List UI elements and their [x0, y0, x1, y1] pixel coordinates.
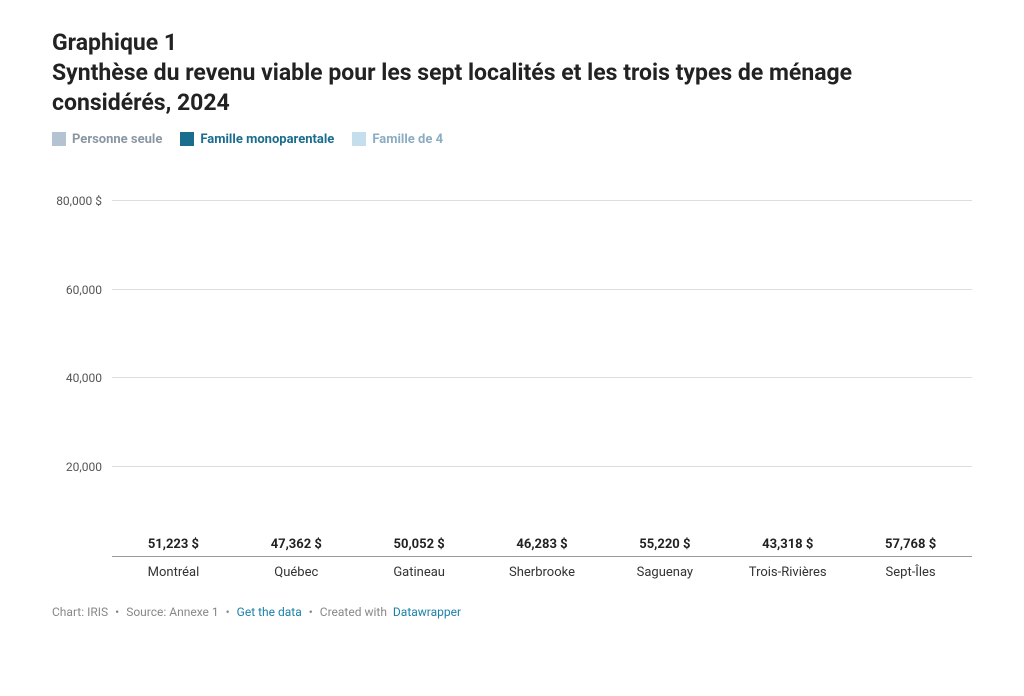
- legend-item: Personne seule: [52, 132, 162, 147]
- footer-sep: •: [115, 605, 119, 619]
- plot-area: 51,223 $ 47,362 $ 50,052 $ 46,283 $ 55,220 $…: [112, 157, 972, 557]
- footer-chart: Chart: IRIS: [52, 605, 108, 619]
- bar-value-label: 55,220 $: [639, 537, 690, 552]
- x-axis-label: Trois-Rivières: [726, 557, 849, 587]
- legend-label: Personne seule: [72, 132, 162, 147]
- legend-swatch: [180, 132, 194, 146]
- footer-source: Source: Annexe 1: [126, 605, 218, 619]
- x-axis-label: Montréal: [112, 557, 235, 587]
- y-axis-label: 20,000: [66, 460, 112, 474]
- footer-sep: •: [309, 605, 313, 619]
- gridline: 60,000: [112, 289, 972, 290]
- x-axis-label: Saguenay: [603, 557, 726, 587]
- x-axis-label: Sept-Îles: [849, 557, 972, 587]
- gridline: 20,000: [112, 466, 972, 467]
- footer-sep: •: [226, 605, 230, 619]
- chart-title: Graphique 1 Synthèse du revenu viable po…: [52, 28, 972, 118]
- chart: 51,223 $ 47,362 $ 50,052 $ 46,283 $ 55,220 $…: [112, 157, 972, 587]
- get-data-link[interactable]: Get the data: [237, 605, 302, 619]
- y-axis-label: 80,000 $: [56, 194, 112, 208]
- datawrapper-link[interactable]: Datawrapper: [393, 605, 461, 619]
- x-axis-label: Québec: [235, 557, 358, 587]
- x-axis-label: Gatineau: [358, 557, 481, 587]
- legend-label: Famille de 4: [372, 132, 443, 147]
- bar-value-label: 51,223 $: [148, 537, 199, 552]
- bar-groups: 51,223 $ 47,362 $ 50,052 $ 46,283 $ 55,220 $…: [112, 157, 972, 556]
- footer-created-with: Created with: [320, 605, 387, 619]
- bar-value-label: 57,768 $: [885, 537, 936, 552]
- legend-swatch: [352, 132, 366, 146]
- bar-value-label: 46,283 $: [516, 537, 567, 552]
- x-axis-label: Sherbrooke: [481, 557, 604, 587]
- bar-value-label: 50,052 $: [394, 537, 445, 552]
- bar-value-label: 43,318 $: [762, 537, 813, 552]
- bar-value-label: 47,362 $: [271, 537, 322, 552]
- legend-item: Famille monoparentale: [180, 132, 334, 147]
- legend-swatch: [52, 132, 66, 146]
- gridline: 80,000 $: [112, 200, 972, 201]
- legend-label: Famille monoparentale: [200, 132, 334, 147]
- legend: Personne seule Famille monoparentale Fam…: [52, 132, 972, 147]
- legend-item: Famille de 4: [352, 132, 443, 147]
- chart-footer: Chart: IRIS • Source: Annexe 1 • Get the…: [52, 605, 972, 619]
- gridline: 40,000: [112, 377, 972, 378]
- x-axis-labels: MontréalQuébecGatineauSherbrookeSaguenay…: [112, 557, 972, 587]
- y-axis-label: 40,000: [66, 371, 112, 385]
- title-line-1: Graphique 1: [52, 28, 972, 58]
- title-line-2: Synthèse du revenu viable pour les sept …: [52, 58, 972, 118]
- y-axis-label: 60,000: [66, 283, 112, 297]
